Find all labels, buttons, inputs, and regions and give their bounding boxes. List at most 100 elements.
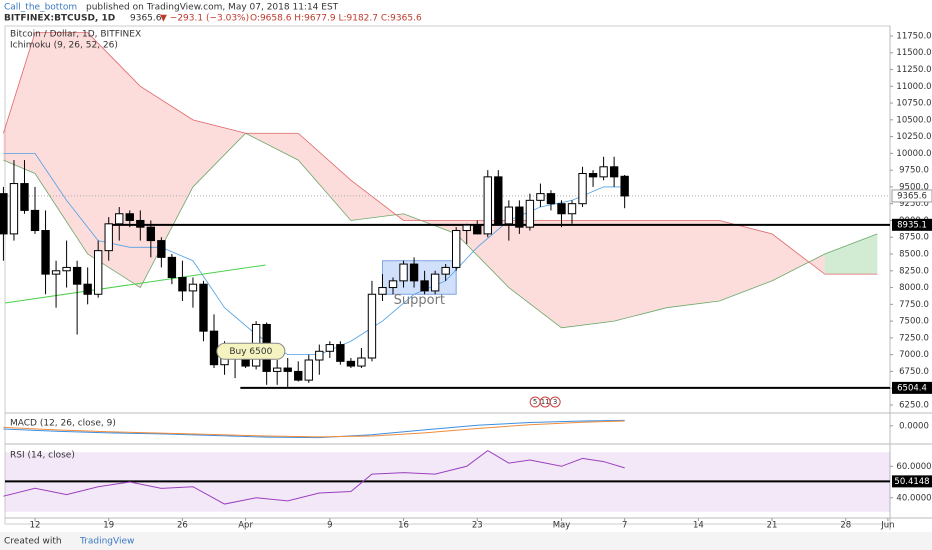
created-with: Created with — [4, 537, 62, 547]
note-bubble — [216, 342, 286, 360]
cloud — [824, 233, 878, 275]
candle-body — [346, 360, 356, 367]
y-tick-label: 10000.0 — [896, 149, 931, 159]
candle-body — [483, 176, 492, 235]
candle-body — [146, 226, 156, 242]
cloud — [192, 119, 246, 187]
candle-body — [441, 266, 450, 275]
symbol: BITFINEX:BTCUSD, 1D — [4, 14, 115, 24]
author[interactable]: Call_the_bottom — [4, 3, 77, 13]
pane-title: Bitcoin / Dollar, 1D, BITFINEX — [10, 30, 141, 40]
candle-body — [94, 250, 103, 295]
candle-body — [188, 283, 198, 292]
last: 9365.6 — [130, 14, 162, 24]
candle-body — [0, 193, 8, 235]
event-label: 3 — [553, 398, 557, 406]
cloud — [508, 220, 562, 328]
y-tick-label: 10250.0 — [896, 132, 931, 142]
candle-body — [367, 293, 377, 359]
candle-body — [578, 173, 587, 205]
y-tick-label: 10500.0 — [896, 115, 931, 125]
x-tick-label: 28 — [840, 521, 851, 531]
candle-body — [125, 213, 134, 221]
y-tick-label: 8250.0 — [899, 266, 929, 276]
y-tick-label: 8750.0 — [899, 233, 929, 243]
plot: 6250.06500.06750.07000.07250.07500.07750… — [0, 31, 932, 531]
note-label: Buy 6500 — [229, 347, 272, 357]
y-tick-label: 11500.0 — [896, 48, 931, 58]
candle-body — [178, 276, 187, 292]
candle-body — [294, 370, 303, 381]
y-tick-label: 9750.0 — [899, 166, 929, 176]
candle-body — [462, 224, 471, 232]
candle-body — [325, 344, 335, 352]
y-tick-label: 7000.0 — [899, 350, 929, 360]
candle-body — [609, 166, 619, 178]
event-badge — [549, 396, 561, 408]
trendline — [4, 264, 266, 304]
last-price-label: 9365.6 — [897, 191, 927, 201]
y-tick-label: 7250.0 — [899, 333, 929, 343]
rsi-title: RSI (14, close) — [10, 451, 75, 461]
indicator-line — [3, 420, 625, 438]
cloud — [772, 233, 825, 281]
candle-body — [304, 359, 313, 381]
candle-body — [9, 183, 19, 235]
candle-body — [157, 240, 166, 258]
cloud — [719, 220, 773, 301]
candle-body — [494, 176, 503, 225]
last-price-tag — [891, 189, 932, 203]
candle-body — [546, 193, 556, 205]
indicator-line — [3, 419, 625, 439]
candle-body — [30, 209, 40, 232]
candle-body — [273, 367, 282, 372]
y-tick-label: 40.0000 — [896, 493, 931, 503]
x-tick-label: Apr — [238, 521, 253, 531]
candle-body — [283, 367, 292, 372]
level-label: 6504.4 — [897, 383, 927, 393]
candle-body — [378, 287, 387, 295]
y-tick-label: 10750.0 — [896, 99, 931, 109]
candle-body — [51, 270, 61, 275]
ohlc: O:9658.6 H:9677.9 L:9182.7 C:9365.6 — [250, 14, 422, 24]
x-tick-label: Jun — [880, 521, 894, 531]
candle-body — [504, 206, 514, 225]
y-tick-label: 8000.0 — [899, 283, 929, 293]
level-label: 8935.1 — [897, 220, 927, 230]
candle-body — [452, 230, 461, 268]
candle-body — [104, 223, 113, 252]
event-label: 5 — [533, 398, 537, 406]
y-tick-label: 7750.0 — [899, 300, 929, 310]
support-label: Support — [394, 293, 445, 308]
y-tick-label: 9250.0 — [899, 199, 929, 209]
pane-subtitle: Ichimoku (9, 26, 52, 26) — [10, 41, 118, 51]
candle-body — [388, 280, 398, 289]
change: ▼ −293.1 (−3.03%) — [160, 14, 249, 24]
support-box — [381, 260, 457, 295]
x-tick-label: May — [553, 521, 571, 531]
x-tick-label: 23 — [472, 521, 483, 531]
x-tick-label: 14 — [693, 521, 704, 531]
candle-body — [588, 173, 598, 178]
y-tick-label: 11250.0 — [896, 65, 931, 75]
candle-body — [20, 183, 29, 211]
candle-body — [315, 350, 324, 361]
y-tick-label: 6250.0 — [899, 400, 929, 410]
event-label: 11 — [541, 398, 550, 406]
cloud — [561, 220, 615, 328]
brand[interactable]: TradingView — [79, 537, 134, 547]
candle-body — [336, 344, 345, 362]
candle-body — [199, 283, 208, 332]
x-tick-label: 19 — [103, 521, 114, 531]
candle-body — [420, 280, 429, 292]
candle-body — [357, 357, 366, 367]
y-tick-label: 60.0000 — [896, 462, 931, 472]
x-tick-label: 16 — [398, 521, 409, 531]
candle-body — [557, 203, 566, 215]
span-b — [3, 32, 878, 275]
cloud — [456, 220, 509, 288]
candle-body — [473, 224, 482, 235]
candle-body — [430, 273, 440, 292]
